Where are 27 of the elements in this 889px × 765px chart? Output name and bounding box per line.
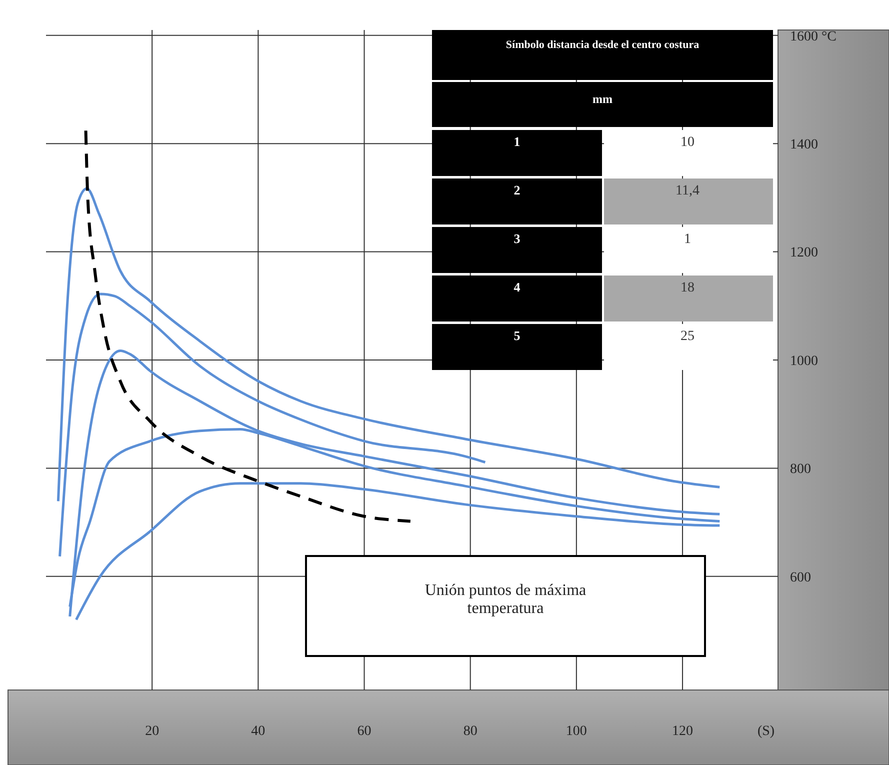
x-tick-label: 80	[463, 724, 478, 739]
annotation: 2	[514, 182, 520, 198]
y-tick-label: 1200	[790, 246, 818, 261]
annotation: Símbolo distancia desde el centro costura	[506, 39, 700, 51]
annotation: 25	[680, 329, 694, 344]
x-tick-label: 120	[672, 724, 694, 739]
x-tick-label: 40	[251, 724, 266, 739]
annotation: 1	[514, 134, 520, 149]
x-tick-label: 20	[145, 724, 160, 739]
x-axis-title: (S)	[757, 724, 775, 739]
annotation: 4	[514, 280, 521, 294]
annotation: 10	[680, 135, 694, 150]
annotation: 5	[514, 328, 521, 343]
x-tick-label: 60	[357, 724, 372, 739]
y-tick-label: 600	[790, 570, 811, 586]
y-tick-label: 1400	[790, 138, 818, 153]
annotation: 11,4	[676, 184, 700, 198]
y-tick-label: 800	[790, 462, 811, 478]
annotation: 3	[514, 231, 521, 246]
annotation: mm	[592, 92, 612, 106]
note-box: Unión puntos de máxima temperatura	[305, 555, 706, 657]
annotation: 1	[684, 232, 691, 247]
annotation: Unión puntos de máxima temperatura	[424, 582, 586, 617]
y-tick-label: 1000	[790, 354, 818, 369]
y-tick-label: 1600 °C	[790, 29, 836, 44]
annotation: 18	[680, 280, 694, 296]
x-tick-label: 100	[566, 724, 587, 739]
